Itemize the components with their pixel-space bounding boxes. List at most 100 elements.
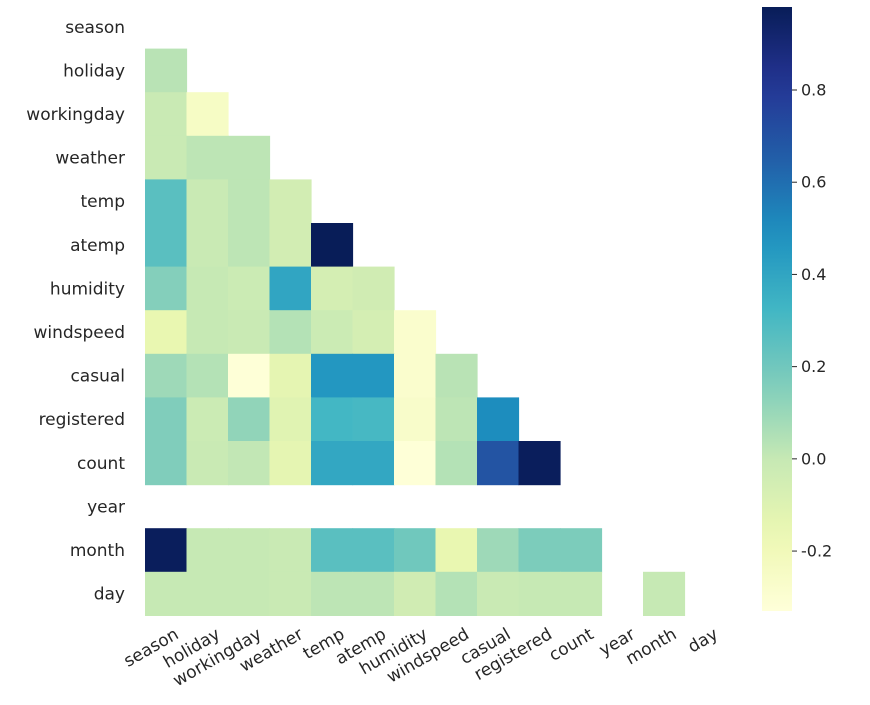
cell-temp-holiday	[186, 179, 229, 224]
cell-windspeed-temp	[311, 310, 354, 355]
cell-atemp-season	[145, 223, 188, 268]
cell-registered-windspeed	[435, 397, 478, 442]
y-tick-label-temp: temp	[81, 192, 125, 212]
cell-month-atemp	[352, 528, 395, 573]
cell-registered-workingday	[228, 397, 271, 442]
cell-atemp-weather	[269, 223, 312, 268]
cell-month-humidity	[394, 528, 437, 573]
cell-weather-holiday	[186, 135, 229, 180]
cell-day-holiday	[186, 571, 229, 616]
colorbar-tick-label: 0.8	[801, 80, 826, 99]
cell-registered-humidity	[394, 397, 437, 442]
cell-atemp-workingday	[228, 223, 271, 268]
cell-casual-weather	[269, 353, 312, 398]
cell-registered-atemp	[352, 397, 395, 442]
cell-windspeed-humidity	[394, 310, 437, 355]
colorbar-tick-label: 0.6	[801, 173, 826, 192]
x-tick-label-day: day	[685, 624, 722, 657]
cell-day-windspeed	[435, 571, 478, 616]
cell-casual-windspeed	[435, 353, 478, 398]
colorbar-tick-label: -0.2	[801, 542, 832, 561]
cell-day-workingday	[228, 571, 271, 616]
colorbar-gradient	[762, 7, 792, 611]
cell-day-atemp	[352, 571, 395, 616]
cell-registered-temp	[311, 397, 354, 442]
cell-casual-season	[145, 353, 188, 398]
y-tick-label-casual: casual	[70, 367, 125, 387]
cell-day-temp	[311, 571, 354, 616]
y-tick-label-windspeed: windspeed	[33, 323, 125, 343]
colorbar-tick-label: 0.4	[801, 265, 826, 284]
cell-count-registered	[518, 441, 561, 486]
y-tick-label-registered: registered	[39, 410, 125, 430]
cell-day-season	[145, 571, 188, 616]
cell-temp-season	[145, 179, 188, 224]
cell-count-casual	[477, 441, 520, 486]
y-tick-label-humidity: humidity	[50, 279, 125, 299]
cell-windspeed-weather	[269, 310, 312, 355]
cell-humidity-holiday	[186, 266, 229, 311]
cell-month-windspeed	[435, 528, 478, 573]
cell-workingday-season	[145, 92, 188, 137]
cell-count-windspeed	[435, 441, 478, 486]
cell-registered-weather	[269, 397, 312, 442]
cell-temp-workingday	[228, 179, 271, 224]
y-tick-label-count: count	[77, 454, 125, 474]
cell-weather-season	[145, 135, 188, 180]
cell-count-temp	[311, 441, 354, 486]
cell-casual-humidity	[394, 353, 437, 398]
cell-casual-holiday	[186, 353, 229, 398]
cell-month-workingday	[228, 528, 271, 573]
cell-weather-workingday	[228, 135, 271, 180]
cell-windspeed-atemp	[352, 310, 395, 355]
cell-count-season	[145, 441, 188, 486]
colorbar-tick-label: 0.0	[801, 449, 826, 468]
cell-count-holiday	[186, 441, 229, 486]
y-tick-label-weather: weather	[55, 149, 125, 169]
cell-humidity-workingday	[228, 266, 271, 311]
cell-day-weather	[269, 571, 312, 616]
cell-month-season	[145, 528, 188, 573]
cell-day-humidity	[394, 571, 437, 616]
y-tick-label-day: day	[94, 585, 125, 605]
cell-casual-atemp	[352, 353, 395, 398]
cell-atemp-holiday	[186, 223, 229, 268]
cell-count-atemp	[352, 441, 395, 486]
cell-month-registered	[518, 528, 561, 573]
cell-workingday-holiday	[186, 92, 229, 137]
cell-atemp-temp	[311, 223, 354, 268]
cell-windspeed-workingday	[228, 310, 271, 355]
cell-registered-casual	[477, 397, 520, 442]
cell-casual-temp	[311, 353, 354, 398]
colorbar: 0.8 0.6 0.4 0.2 0.0 -0.2	[762, 7, 832, 611]
y-tick-label-month: month	[70, 541, 125, 561]
y-tick-label-holiday: holiday	[63, 61, 125, 81]
colorbar-tick-label: 0.2	[801, 357, 826, 376]
cell-windspeed-holiday	[186, 310, 229, 355]
cell-month-weather	[269, 528, 312, 573]
cell-holiday-season	[145, 48, 188, 93]
y-tick-label-season: season	[65, 18, 125, 38]
y-tick-label-atemp: atemp	[70, 236, 125, 256]
cell-registered-holiday	[186, 397, 229, 442]
cell-windspeed-season	[145, 310, 188, 355]
cell-humidity-atemp	[352, 266, 395, 311]
cell-month-casual	[477, 528, 520, 573]
y-axis-labels: season holiday workingday weather temp atemp h…	[26, 18, 125, 605]
cell-count-humidity	[394, 441, 437, 486]
cell-day-registered	[518, 571, 561, 616]
cell-humidity-season	[145, 266, 188, 311]
cell-day-count	[560, 571, 603, 616]
y-tick-label-workingday: workingday	[26, 105, 125, 125]
cell-month-holiday	[186, 528, 229, 573]
x-axis-labels: seasonholidayworkingdayweathertempatemph…	[120, 624, 721, 691]
cell-day-casual	[477, 571, 520, 616]
cell-registered-season	[145, 397, 188, 442]
cell-count-weather	[269, 441, 312, 486]
cell-count-workingday	[228, 441, 271, 486]
cell-temp-weather	[269, 179, 312, 224]
cell-month-temp	[311, 528, 354, 573]
x-tick-label-count: count	[546, 624, 598, 665]
cell-casual-workingday	[228, 353, 271, 398]
